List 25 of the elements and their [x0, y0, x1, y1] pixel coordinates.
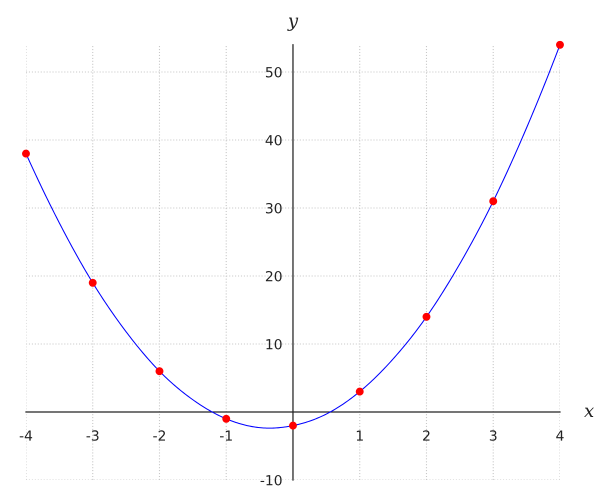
x-tick-label: -4 [20, 430, 32, 441]
x-tick-label: -2 [153, 430, 166, 441]
x-tick-label: 2 [423, 430, 430, 441]
x-axis-title: x [584, 408, 594, 417]
point [489, 197, 498, 206]
point [22, 150, 30, 158]
x-tick-label: -1 [220, 430, 232, 441]
point [88, 278, 97, 287]
point [156, 367, 164, 376]
y-tick-label: 30 [266, 202, 282, 214]
x-tick-label: -3 [86, 430, 99, 441]
y-tick-label: 50 [266, 66, 282, 78]
y-axis-title: y [287, 18, 298, 31]
point [356, 388, 364, 396]
y-tick-label: 10 [266, 338, 282, 350]
y-tick-label: 40 [266, 134, 282, 146]
point [422, 312, 430, 321]
x-tick-label: 4 [556, 430, 564, 441]
point [556, 40, 564, 49]
y-tick-label: 20 [266, 270, 282, 282]
point [289, 422, 297, 430]
x-tick-label: 1 [356, 430, 363, 441]
y-tick-label: -10 [260, 474, 282, 486]
x-tick-label: 3 [490, 430, 497, 441]
point [222, 414, 230, 423]
